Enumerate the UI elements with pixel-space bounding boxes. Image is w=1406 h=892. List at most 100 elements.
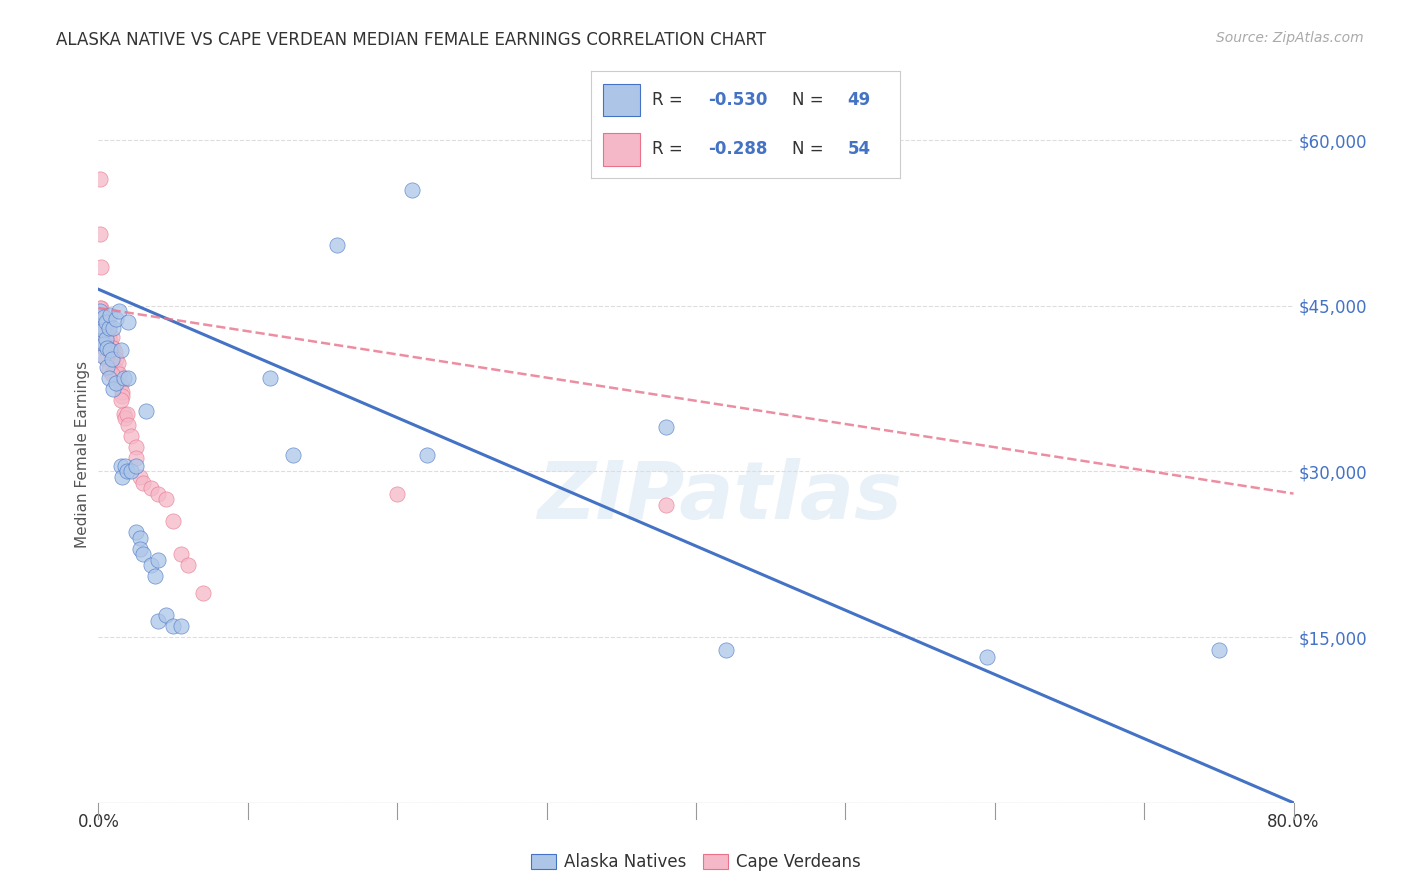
Point — [125, 458, 148, 473]
Point — [103, 351, 125, 366]
Point — [401, 183, 423, 197]
Point — [96, 312, 118, 326]
Point — [94, 351, 117, 366]
Point — [117, 315, 139, 329]
FancyBboxPatch shape — [603, 134, 640, 166]
Point — [93, 310, 115, 324]
Point — [162, 619, 184, 633]
Point — [326, 238, 349, 252]
Point — [107, 356, 129, 370]
Point — [96, 341, 118, 355]
Point — [100, 345, 122, 359]
Point — [97, 318, 120, 333]
Point — [101, 330, 124, 344]
Point — [90, 312, 112, 326]
Point — [148, 553, 170, 567]
Point — [90, 260, 112, 275]
Point — [115, 407, 138, 421]
Text: 54: 54 — [848, 141, 870, 159]
Point — [655, 498, 678, 512]
Point — [976, 650, 998, 665]
Point — [112, 370, 135, 384]
Point — [139, 558, 162, 573]
Point — [114, 411, 136, 425]
Point — [110, 392, 132, 407]
Point — [93, 323, 115, 337]
Point — [125, 440, 148, 454]
Point — [155, 492, 177, 507]
Point — [111, 384, 134, 399]
Point — [191, 586, 214, 600]
Point — [91, 349, 114, 363]
Point — [97, 370, 120, 384]
Point — [110, 458, 132, 473]
Point — [100, 334, 122, 348]
Point — [97, 321, 120, 335]
Point — [132, 475, 155, 490]
Point — [89, 227, 111, 241]
Point — [132, 547, 155, 561]
Point — [148, 486, 170, 500]
Point — [714, 643, 737, 657]
Point — [169, 547, 191, 561]
Text: N =: N = — [792, 141, 828, 159]
Point — [90, 334, 112, 348]
Point — [104, 345, 127, 359]
Point — [110, 378, 132, 392]
Point — [148, 614, 170, 628]
Point — [94, 315, 117, 329]
Text: Source: ZipAtlas.com: Source: ZipAtlas.com — [1216, 31, 1364, 45]
Point — [129, 531, 152, 545]
Point — [103, 341, 125, 355]
Point — [114, 458, 136, 473]
Point — [94, 318, 117, 333]
Point — [111, 389, 134, 403]
Point — [112, 407, 135, 421]
Point — [120, 465, 142, 479]
Point — [103, 321, 125, 335]
Point — [96, 334, 118, 348]
Point — [110, 343, 132, 357]
Point — [108, 304, 131, 318]
Point — [89, 304, 111, 318]
Point — [89, 171, 111, 186]
Point — [129, 470, 152, 484]
Point — [103, 382, 125, 396]
Point — [177, 558, 200, 573]
Text: -0.530: -0.530 — [709, 91, 768, 109]
Point — [89, 301, 111, 315]
Point — [101, 368, 124, 382]
Point — [91, 308, 114, 322]
Point — [105, 351, 128, 366]
Text: R =: R = — [652, 91, 689, 109]
Point — [91, 323, 114, 337]
Legend: Alaska Natives, Cape Verdeans: Alaska Natives, Cape Verdeans — [524, 847, 868, 878]
Point — [125, 525, 148, 540]
Point — [169, 619, 191, 633]
Point — [105, 363, 128, 377]
Point — [120, 429, 142, 443]
Point — [105, 312, 128, 326]
Point — [655, 420, 678, 434]
Point — [105, 376, 128, 391]
Text: ZIPatlas: ZIPatlas — [537, 458, 903, 536]
Point — [259, 370, 281, 384]
Point — [155, 608, 177, 623]
Point — [101, 351, 124, 366]
Point — [385, 486, 409, 500]
Point — [111, 470, 134, 484]
Point — [97, 330, 120, 344]
Point — [100, 308, 122, 322]
Text: N =: N = — [792, 91, 828, 109]
Point — [281, 448, 304, 462]
Y-axis label: Median Female Earnings: Median Female Earnings — [75, 361, 90, 549]
Point — [135, 403, 157, 417]
Point — [96, 359, 118, 374]
Point — [101, 341, 124, 355]
Point — [108, 368, 131, 382]
Point — [117, 370, 139, 384]
Point — [115, 465, 138, 479]
Point — [89, 318, 111, 333]
Point — [162, 514, 184, 528]
Point — [1208, 643, 1230, 657]
